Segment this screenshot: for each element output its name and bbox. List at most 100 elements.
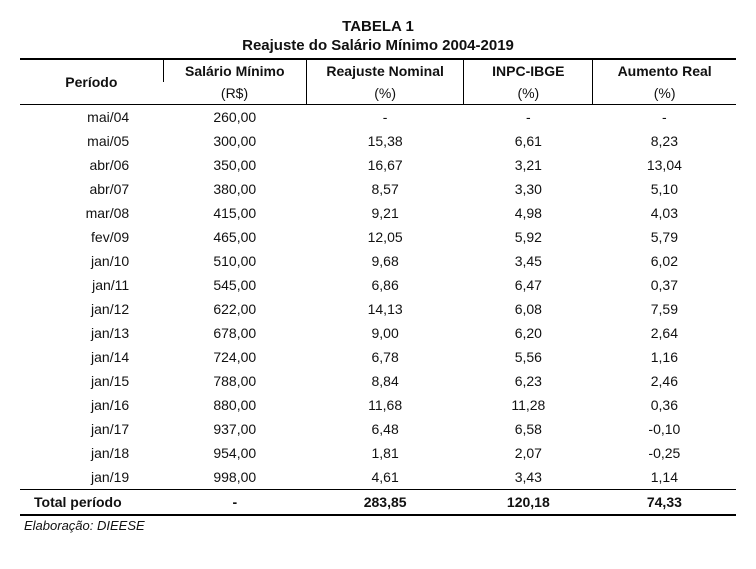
cell-inpc: 6,61: [464, 129, 593, 153]
cell-periodo: jan/15: [20, 369, 163, 393]
cell-periodo: jan/11: [20, 273, 163, 297]
cell-inpc: 6,47: [464, 273, 593, 297]
col-salario: Salário Mínimo: [163, 59, 306, 82]
cell-periodo: abr/06: [20, 153, 163, 177]
cell-periodo: mar/08: [20, 201, 163, 225]
cell-salario: 510,00: [163, 249, 306, 273]
cell-reajuste: 1,81: [306, 441, 464, 465]
cell-periodo: jan/19: [20, 465, 163, 490]
cell-aumento: 13,04: [593, 153, 736, 177]
cell-inpc: 4,98: [464, 201, 593, 225]
table-row: jan/13678,009,006,202,64: [20, 321, 736, 345]
col-reajuste-unit: (%): [306, 82, 464, 105]
table-row: abr/07380,008,573,305,10: [20, 177, 736, 201]
cell-aumento: 1,14: [593, 465, 736, 490]
cell-aumento: 6,02: [593, 249, 736, 273]
cell-inpc: 3,21: [464, 153, 593, 177]
total-label: Total período: [20, 489, 163, 515]
cell-aumento: -0,10: [593, 417, 736, 441]
table-row: jan/18954,001,812,07-0,25: [20, 441, 736, 465]
cell-aumento: -: [593, 104, 736, 129]
total-inpc: 120,18: [464, 489, 593, 515]
cell-inpc: 5,56: [464, 345, 593, 369]
cell-inpc: 6,58: [464, 417, 593, 441]
cell-inpc: 11,28: [464, 393, 593, 417]
cell-reajuste: 16,67: [306, 153, 464, 177]
cell-salario: 954,00: [163, 441, 306, 465]
total-aumento: 74,33: [593, 489, 736, 515]
cell-salario: 545,00: [163, 273, 306, 297]
cell-periodo: jan/12: [20, 297, 163, 321]
cell-periodo: jan/16: [20, 393, 163, 417]
cell-aumento: 0,37: [593, 273, 736, 297]
cell-periodo: fev/09: [20, 225, 163, 249]
col-salario-unit: (R$): [163, 82, 306, 105]
cell-inpc: 2,07: [464, 441, 593, 465]
cell-reajuste: 8,57: [306, 177, 464, 201]
table-row: jan/17937,006,486,58-0,10: [20, 417, 736, 441]
table-row: mai/04260,00---: [20, 104, 736, 129]
cell-reajuste: 6,78: [306, 345, 464, 369]
cell-salario: 300,00: [163, 129, 306, 153]
salary-table: Período Salário Mínimo Reajuste Nominal …: [20, 58, 736, 516]
cell-reajuste: 8,84: [306, 369, 464, 393]
cell-inpc: 3,30: [464, 177, 593, 201]
table-row: jan/14724,006,785,561,16: [20, 345, 736, 369]
cell-reajuste: 9,00: [306, 321, 464, 345]
col-aumento-unit: (%): [593, 82, 736, 105]
cell-reajuste: 14,13: [306, 297, 464, 321]
cell-reajuste: 12,05: [306, 225, 464, 249]
cell-salario: 415,00: [163, 201, 306, 225]
cell-inpc: 6,08: [464, 297, 593, 321]
cell-inpc: 3,43: [464, 465, 593, 490]
cell-salario: 465,00: [163, 225, 306, 249]
table-title: TABELA 1 Reajuste do Salário Mínimo 2004…: [20, 18, 736, 56]
cell-periodo: abr/07: [20, 177, 163, 201]
table-row: jan/16880,0011,6811,280,36: [20, 393, 736, 417]
table-row: mai/05300,0015,386,618,23: [20, 129, 736, 153]
table-row: fev/09465,0012,055,925,79: [20, 225, 736, 249]
cell-salario: 260,00: [163, 104, 306, 129]
table-body: mai/04260,00---mai/05300,0015,386,618,23…: [20, 104, 736, 489]
cell-periodo: jan/14: [20, 345, 163, 369]
cell-aumento: 2,64: [593, 321, 736, 345]
title-line-2: Reajuste do Salário Mínimo 2004-2019: [20, 37, 736, 56]
cell-reajuste: 9,68: [306, 249, 464, 273]
cell-reajuste: 15,38: [306, 129, 464, 153]
cell-aumento: 2,46: [593, 369, 736, 393]
cell-periodo: jan/13: [20, 321, 163, 345]
cell-periodo: jan/18: [20, 441, 163, 465]
cell-salario: 998,00: [163, 465, 306, 490]
cell-salario: 788,00: [163, 369, 306, 393]
cell-aumento: 4,03: [593, 201, 736, 225]
col-aumento: Aumento Real: [593, 59, 736, 82]
cell-salario: 350,00: [163, 153, 306, 177]
cell-reajuste: 9,21: [306, 201, 464, 225]
col-reajuste: Reajuste Nominal: [306, 59, 464, 82]
cell-reajuste: -: [306, 104, 464, 129]
table-row: jan/15788,008,846,232,46: [20, 369, 736, 393]
cell-aumento: 1,16: [593, 345, 736, 369]
title-line-1: TABELA 1: [20, 18, 736, 37]
cell-inpc: 6,23: [464, 369, 593, 393]
cell-aumento: -0,25: [593, 441, 736, 465]
cell-salario: 724,00: [163, 345, 306, 369]
cell-periodo: mai/04: [20, 104, 163, 129]
cell-inpc: 3,45: [464, 249, 593, 273]
total-salario: -: [163, 489, 306, 515]
cell-salario: 380,00: [163, 177, 306, 201]
table-row: mar/08415,009,214,984,03: [20, 201, 736, 225]
cell-periodo: mai/05: [20, 129, 163, 153]
cell-salario: 880,00: [163, 393, 306, 417]
col-inpc: INPC-IBGE: [464, 59, 593, 82]
cell-inpc: 6,20: [464, 321, 593, 345]
cell-periodo: jan/17: [20, 417, 163, 441]
table-row: jan/12622,0014,136,087,59: [20, 297, 736, 321]
table-row: jan/11545,006,866,470,37: [20, 273, 736, 297]
col-inpc-unit: (%): [464, 82, 593, 105]
cell-reajuste: 6,86: [306, 273, 464, 297]
cell-salario: 937,00: [163, 417, 306, 441]
col-periodo: Período: [20, 59, 163, 105]
cell-salario: 678,00: [163, 321, 306, 345]
cell-reajuste: 6,48: [306, 417, 464, 441]
